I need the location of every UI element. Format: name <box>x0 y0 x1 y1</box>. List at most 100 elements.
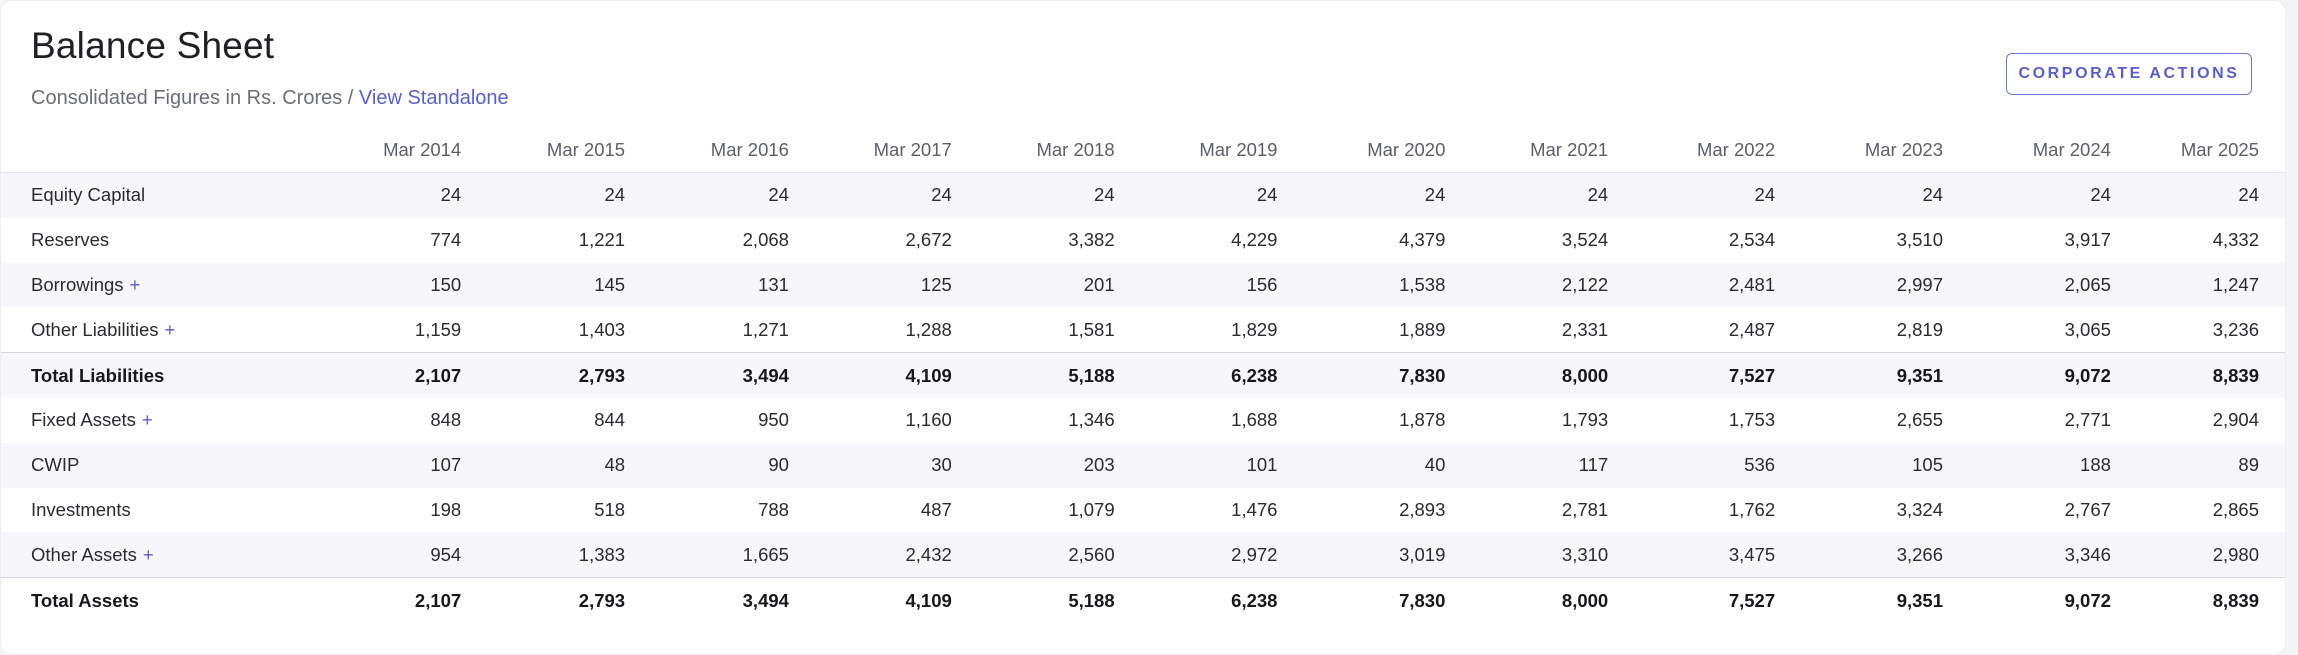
value-cell: 24 <box>258 172 462 218</box>
year-header: Mar 2024 <box>1943 128 2111 173</box>
row-label-cell: Investments <box>1 488 259 533</box>
value-cell: 3,524 <box>1561 229 1609 251</box>
year-header: Mar 2023 <box>1775 128 1944 173</box>
value-cell: 24 <box>788 172 952 218</box>
value-cell: 518 <box>594 498 626 520</box>
year-header: Mar 2014 <box>258 128 462 173</box>
value-cell: 2,107 <box>258 352 462 398</box>
value-cell: 105 <box>1775 442 1944 488</box>
value-cell: 2,481 <box>1608 262 1776 308</box>
table-row[interactable]: Other Liabilities +1,159 1,403 1,271 1,288 1,… <box>1 307 2285 352</box>
value-cell: 3,065 <box>2064 318 2111 340</box>
value-cell: 2,771 <box>2064 409 2111 431</box>
value-cell: 536 <box>1608 442 1776 488</box>
value-cell: 24 <box>461 172 626 218</box>
value-cell: 1,753 <box>1728 409 1776 431</box>
value-cell: 24 <box>1608 172 1776 218</box>
value-cell: 156 <box>1114 262 1278 308</box>
value-cell: 1,346 <box>1068 409 1115 431</box>
value-cell: 6,238 <box>1114 577 1278 623</box>
row-label: Other Assets <box>31 543 137 565</box>
value-cell: 1,247 <box>2110 262 2285 308</box>
row-label-cell[interactable]: Other Liabilities + <box>1 307 259 352</box>
value-cell: 2,767 <box>2064 498 2111 520</box>
year-header: Mar 2015 <box>461 128 626 173</box>
value-cell: 3,475 <box>1608 532 1776 578</box>
value-cell: 2,560 <box>951 532 1115 578</box>
value-cell: 774 <box>430 229 462 251</box>
row-label: Investments <box>31 498 131 520</box>
value-cell: 150 <box>258 262 462 308</box>
value-cell: 3,236 <box>2212 318 2259 340</box>
value-cell: 89 <box>2110 442 2285 488</box>
value-cell: 24 <box>1775 172 1944 218</box>
value-cell: 2,904 <box>2212 409 2259 431</box>
expand-plus-icon[interactable]: + <box>164 318 176 340</box>
table-total-row: Total Liabilities 2,107 2,793 3,494 4,109 5,1… <box>1 352 2285 398</box>
value-cell: 2,972 <box>1114 532 1278 578</box>
value-cell: 90 <box>625 442 789 488</box>
value-cell: 2,793 <box>461 577 626 623</box>
value-cell: 2,865 <box>2212 498 2259 520</box>
value-cell: 117 <box>1445 442 1609 488</box>
table-row[interactable]: Other Assets +954 1,383 1,665 2,432 2,560 2,97… <box>1 532 2285 578</box>
value-cell: 2,997 <box>1775 262 1944 308</box>
row-label-cell[interactable]: Other Assets + <box>1 532 259 578</box>
value-cell: 188 <box>1943 442 2111 488</box>
row-label-cell: Total Liabilities <box>1 352 259 398</box>
value-cell: 4,109 <box>788 352 952 398</box>
row-label: Reserves <box>31 229 110 251</box>
value-cell: 2,655 <box>1896 409 1944 431</box>
year-header: Mar 2018 <box>951 128 1115 173</box>
value-cell: 1,403 <box>578 318 626 340</box>
view-standalone-link[interactable]: View Standalone <box>358 87 509 109</box>
value-cell: 1,762 <box>1728 498 1776 520</box>
value-cell: 5,188 <box>951 352 1115 398</box>
row-label-cell: Equity Capital <box>1 172 259 218</box>
value-cell: 5,188 <box>951 577 1115 623</box>
expand-plus-icon[interactable]: + <box>142 543 154 565</box>
table-row: Investments 198 518 788 487 1,079 1,476 2,893 2,… <box>1 488 2285 533</box>
value-cell: 1,476 <box>1231 498 1278 520</box>
value-cell: 4,109 <box>788 577 952 623</box>
value-cell: 9,351 <box>1775 577 1944 623</box>
value-cell: 8,000 <box>1445 577 1609 623</box>
value-cell: 24 <box>1277 172 1446 218</box>
value-cell: 7,527 <box>1608 352 1776 398</box>
row-label: Other Liabilities <box>31 318 159 340</box>
table-row[interactable]: Borrowings +150 145 131 125 201 156 1,538 2,122 2… <box>1 262 2285 308</box>
row-label-cell[interactable]: Borrowings + <box>1 262 259 308</box>
year-header: Mar 2022 <box>1608 128 1776 173</box>
table-row: CWIP 107 48 90 30 203 101 40 117 536 105 188 89 <box>1 442 2285 488</box>
year-header: Mar 2017 <box>788 128 952 173</box>
value-cell: 3,266 <box>1775 532 1944 578</box>
value-cell: 6,238 <box>1114 352 1278 398</box>
row-label: CWIP <box>31 454 80 476</box>
subtitle: Consolidated Figures in Rs. Crores / Vie… <box>31 87 509 110</box>
value-cell: 2,487 <box>1728 318 1776 340</box>
expand-plus-icon[interactable]: + <box>141 409 153 431</box>
row-label-cell[interactable]: Fixed Assets + <box>1 398 259 443</box>
expand-plus-icon[interactable]: + <box>129 273 141 295</box>
value-cell: 101 <box>1114 442 1278 488</box>
table-row[interactable]: Fixed Assets +848 844 950 1,160 1,346 1,688 1,8… <box>1 398 2285 443</box>
value-cell: 2,107 <box>258 577 462 623</box>
value-cell: 24 <box>951 172 1115 218</box>
row-label-cell: Reserves <box>1 218 259 263</box>
value-cell: 1,221 <box>578 229 626 251</box>
value-cell: 3,346 <box>1943 532 2111 578</box>
value-cell: 1,288 <box>905 318 952 340</box>
value-cell: 2,672 <box>905 229 952 251</box>
value-cell: 8,000 <box>1445 352 1609 398</box>
year-header: Mar 2021 <box>1445 128 1609 173</box>
value-cell: 3,494 <box>625 577 789 623</box>
value-cell: 2,432 <box>788 532 952 578</box>
value-cell: 3,494 <box>625 352 789 398</box>
corporate-actions-button[interactable]: CORPORATE ACTIONS <box>2006 53 2252 95</box>
page-title: Balance Sheet <box>31 25 275 66</box>
row-label: Fixed Assets <box>31 409 136 431</box>
value-cell: 24 <box>1943 172 2111 218</box>
value-cell: 3,310 <box>1445 532 1609 578</box>
year-header: Mar 2020 <box>1277 128 1446 173</box>
